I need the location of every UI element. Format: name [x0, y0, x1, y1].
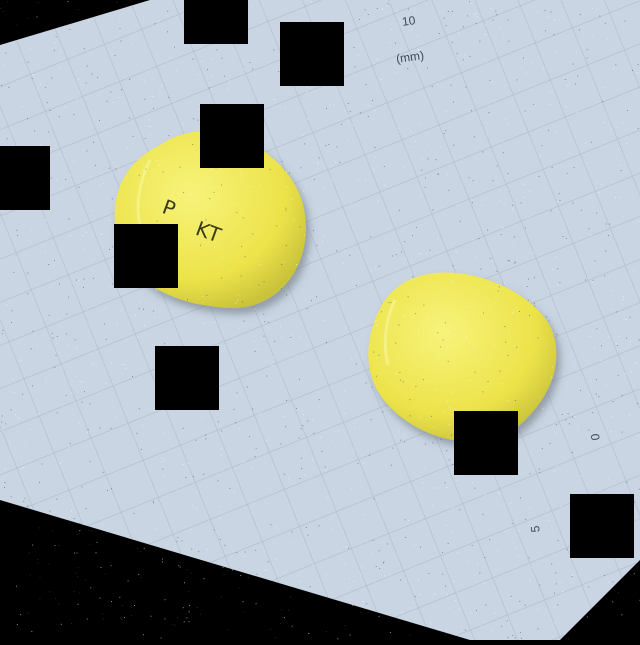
- occluder-5: [155, 346, 219, 410]
- occluder-6: [454, 411, 518, 475]
- scale-number-zero: 0: [588, 433, 603, 441]
- occluder-8: [570, 494, 634, 558]
- occluder-1: [184, 0, 248, 44]
- occluder-3: [200, 104, 264, 168]
- occluder-4: [114, 224, 178, 288]
- occluder-7: [0, 146, 50, 210]
- scale-number-five: 5: [528, 525, 543, 533]
- scale-number-top: 10: [401, 13, 416, 29]
- occluder-2: [280, 22, 344, 86]
